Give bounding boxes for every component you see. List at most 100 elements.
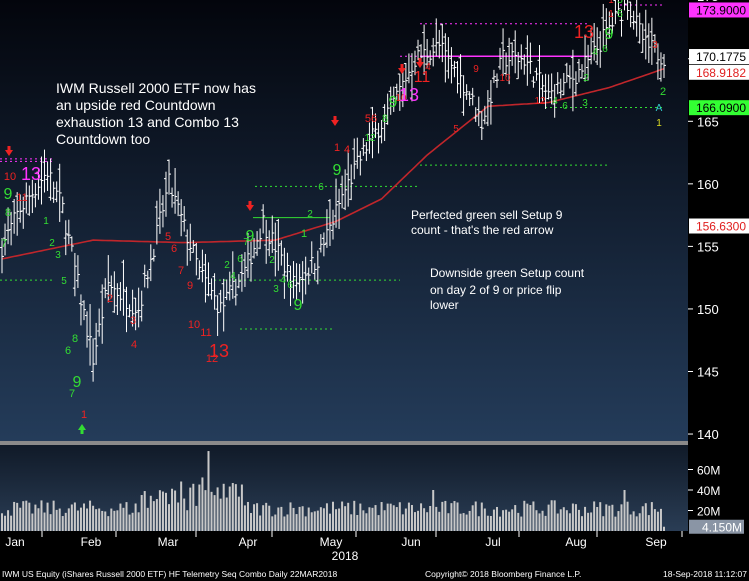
volume-bar <box>243 505 246 531</box>
ohlc-bar <box>57 163 62 222</box>
volume-bar <box>565 510 568 531</box>
volume-bar <box>404 508 407 531</box>
volume-bar <box>468 510 471 531</box>
buy-arrow-marker <box>78 424 86 430</box>
sell-arrow-stem <box>7 146 11 151</box>
price-axis-tick-label: 160 <box>697 177 719 192</box>
volume-bar <box>584 506 587 531</box>
volume-bar <box>511 509 514 531</box>
ohlc-bar <box>494 73 499 88</box>
ohlc-bar <box>36 169 41 200</box>
volume-tag-bg <box>689 519 744 534</box>
ohlc-bar <box>334 178 339 228</box>
ohlc-bar <box>570 49 575 112</box>
volume-bar <box>341 501 344 531</box>
sell-arrow-marker <box>5 150 13 156</box>
volume-bar <box>505 509 508 531</box>
ohlc-bar <box>300 261 305 304</box>
ohlc-bar <box>249 241 254 282</box>
ohlc-bar <box>12 198 17 234</box>
volume-bar <box>271 516 274 531</box>
sequential-count-label: 11 <box>16 192 27 204</box>
volume-bar <box>204 490 207 531</box>
volume-bar <box>486 515 489 531</box>
volume-bar <box>37 508 40 531</box>
volume-bar <box>371 507 374 531</box>
volume-bar <box>49 514 52 531</box>
volume-bar <box>386 503 389 531</box>
volume-bar <box>502 510 505 531</box>
volume-bar <box>237 496 240 531</box>
volume-bar <box>304 516 307 531</box>
volume-bar <box>599 502 602 531</box>
volume-bar <box>316 510 319 531</box>
volume-bar <box>492 509 495 531</box>
ohlc-bar <box>388 86 393 115</box>
volume-bar <box>201 477 204 531</box>
sequential-count-label: 6 <box>65 345 71 357</box>
ohlc-bar <box>428 50 433 66</box>
volume-bar <box>277 507 280 531</box>
ohlc-bar <box>200 249 205 283</box>
price-tag: 173.9000 <box>689 2 749 18</box>
ohlc-bar <box>318 234 323 253</box>
sequential-count-label: 5 <box>617 0 623 6</box>
volume-bar <box>398 502 401 531</box>
sequential-count-label: 4 <box>230 271 236 282</box>
ohlc-bar <box>209 278 214 300</box>
sequential-count-label: 12 <box>534 96 546 107</box>
volume-bar <box>471 505 474 531</box>
volume-bar <box>134 503 137 531</box>
ohlc-bar <box>534 67 539 81</box>
sequential-count-label: 3 <box>582 98 588 109</box>
ohlc-bar <box>33 183 38 208</box>
volume-bar <box>283 516 286 531</box>
annotation-perfected-setup: Perfected green sell Setup 9 count - tha… <box>411 208 566 237</box>
ohlc-bar <box>576 58 581 83</box>
volume-bar <box>362 510 365 531</box>
ohlc-bar <box>60 196 65 214</box>
volume-bar <box>450 503 453 531</box>
volume-bar <box>590 512 593 531</box>
volume-bar <box>198 484 201 531</box>
volume-bar <box>517 512 520 531</box>
ohlc-bar <box>549 73 554 105</box>
volume-bar <box>268 505 271 531</box>
volume-bar <box>520 516 523 531</box>
ohlc-bar <box>655 43 660 80</box>
volume-bar <box>262 505 265 531</box>
ohlc-bar <box>662 53 666 78</box>
ohlc-bar <box>297 263 302 293</box>
volume-bar <box>453 501 456 531</box>
ohlc-bar <box>273 222 278 277</box>
volume-bar <box>553 500 556 531</box>
ohlc-bar <box>142 264 147 288</box>
ohlc-bar <box>185 229 190 266</box>
volume-bar <box>626 501 629 531</box>
sequential-count-label: 9 <box>294 297 303 314</box>
ohlc-bar <box>537 45 542 104</box>
ohlc-bar <box>3 223 8 256</box>
ohlc-bar <box>349 164 354 201</box>
ohlc-bar <box>646 23 651 64</box>
sequential-count-label: 13 <box>21 164 41 184</box>
ohlc-bar <box>376 122 381 154</box>
ohlc-bar <box>0 238 4 274</box>
sell-arrow-marker <box>416 62 424 68</box>
volume-bar <box>89 500 92 531</box>
sequential-count-label: 6 <box>318 182 324 193</box>
volume-bar <box>286 514 289 531</box>
sequential-count-label: 9 <box>605 26 614 43</box>
volume-bar <box>250 512 253 531</box>
ohlc-bar <box>501 28 506 76</box>
volume-bar <box>1 513 3 531</box>
ohlc-bar <box>437 29 442 59</box>
volume-bar <box>122 507 125 531</box>
ohlc-bar <box>592 23 597 61</box>
volume-bar <box>562 507 565 531</box>
ohlc-bar <box>51 181 56 203</box>
ohlc-bar <box>176 191 181 217</box>
volume-bar <box>659 508 662 531</box>
sequential-count-label: 4 <box>425 62 431 73</box>
volume-bar <box>82 503 85 531</box>
